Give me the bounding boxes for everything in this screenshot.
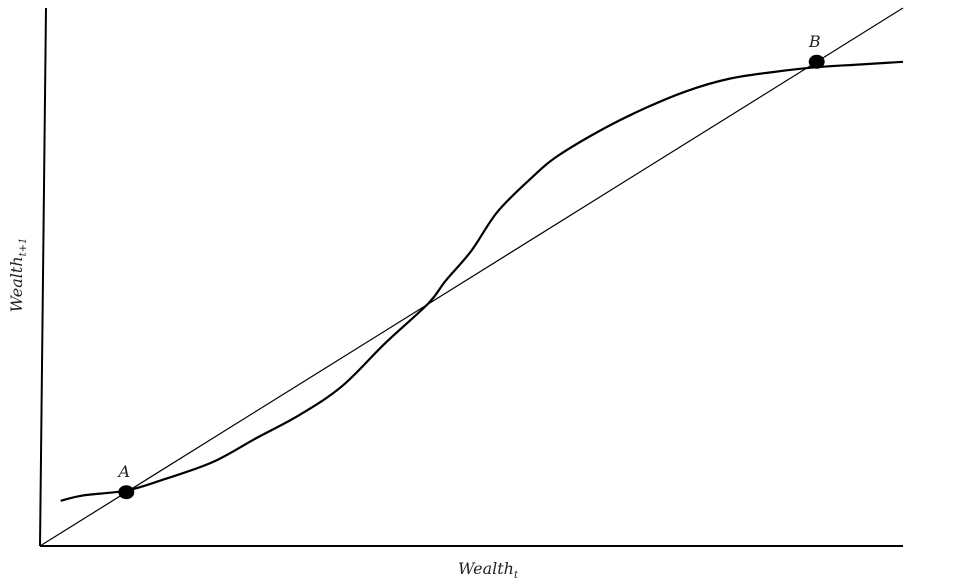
axes	[39, 7, 903, 547]
point-b	[808, 54, 825, 69]
equilibrium-points: AB	[117, 32, 825, 500]
point-label-a: A	[117, 462, 131, 481]
y-axis-label-subscript: t+1	[18, 238, 29, 257]
x-axis-label-main: Wealth	[458, 559, 514, 578]
x-axis-label-subscript: t	[514, 570, 519, 579]
s-curve-line	[60, 60, 904, 502]
point-label-b: B	[808, 32, 821, 51]
y-axis-label-main: Wealth	[7, 256, 26, 312]
point-a	[118, 485, 135, 500]
y-axis-label: Wealtht+1	[7, 238, 29, 313]
x-axis-label: Wealtht	[458, 559, 519, 579]
y-axis	[39, 7, 47, 547]
forty-five-degree-line	[39, 7, 904, 547]
